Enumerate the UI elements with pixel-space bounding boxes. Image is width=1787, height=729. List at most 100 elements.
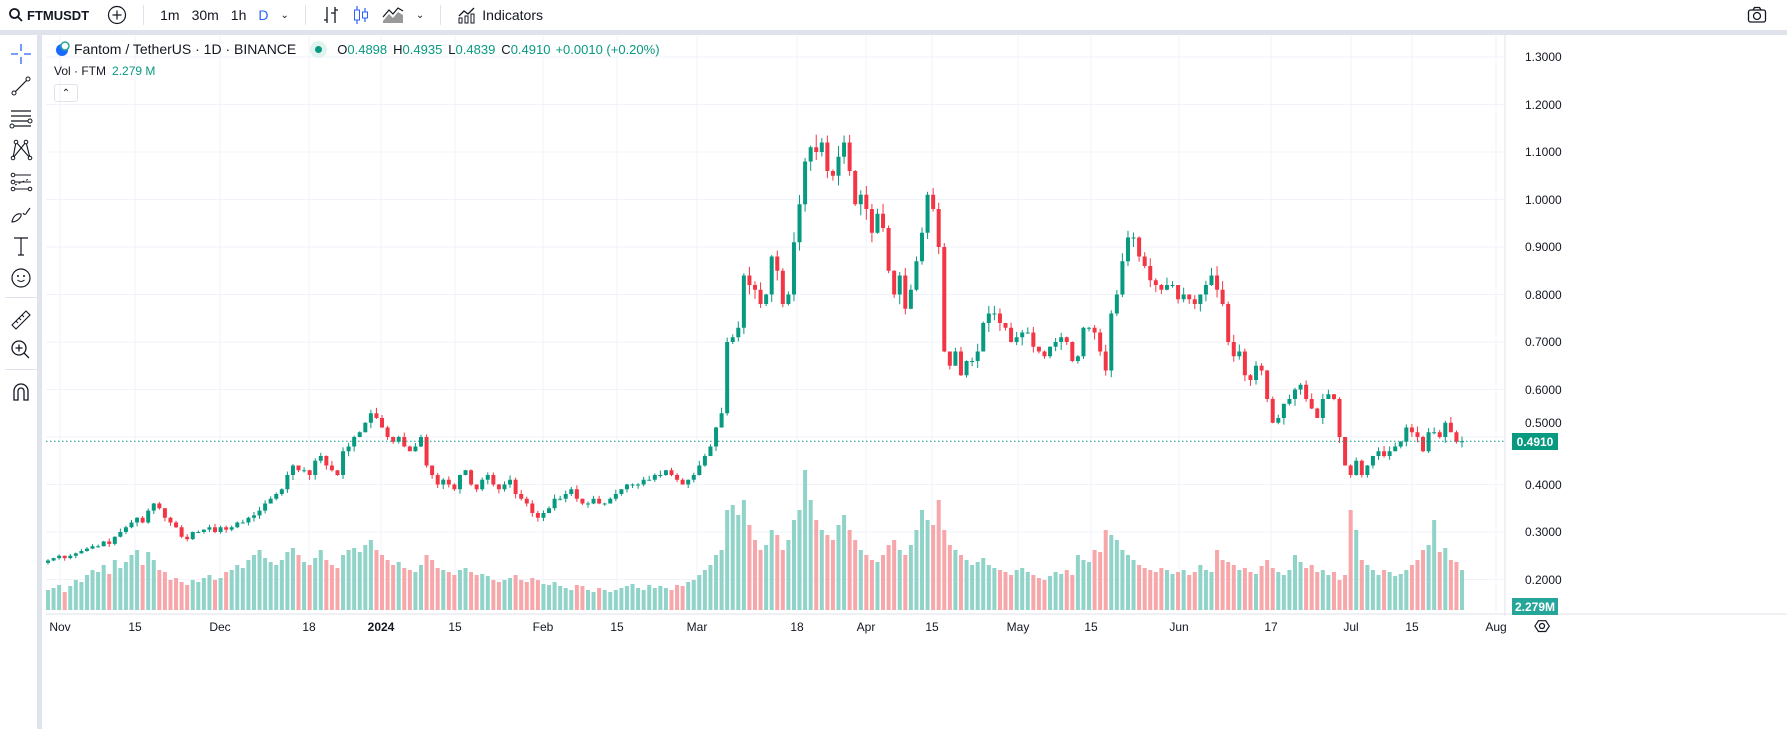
candle-body xyxy=(407,446,412,452)
volume-bar xyxy=(140,565,145,610)
candle-body xyxy=(174,522,179,528)
forecasting-tool[interactable] xyxy=(8,169,34,195)
candle-body xyxy=(997,313,1002,323)
volume-bar xyxy=(942,530,947,610)
volume-bar xyxy=(196,582,201,610)
candle-body xyxy=(190,532,195,540)
candle-body xyxy=(1064,337,1069,342)
candle-body xyxy=(513,479,518,494)
trend-line-icon xyxy=(11,76,31,96)
volume-bar xyxy=(441,570,446,610)
price-tick-label: 1.1000 xyxy=(1525,145,1562,159)
volume-bar xyxy=(162,572,167,610)
candle-body xyxy=(274,494,279,499)
candle-body xyxy=(836,156,841,176)
volume-bar xyxy=(1053,572,1058,610)
volume-bar xyxy=(730,505,735,610)
screenshot-button[interactable] xyxy=(1741,6,1773,24)
volume-bar xyxy=(79,582,84,610)
volume-bar xyxy=(1437,552,1442,610)
volume-bar xyxy=(747,525,752,610)
area-chart-type-button[interactable] xyxy=(376,7,410,23)
volume-bar xyxy=(675,585,680,610)
volume-label[interactable]: Vol · FTM xyxy=(54,64,107,78)
candle-body xyxy=(652,475,657,480)
toolbar-divider xyxy=(0,30,1787,35)
emoji-tool[interactable] xyxy=(8,265,34,291)
volume-bar xyxy=(508,578,513,610)
volume-bar xyxy=(463,568,468,610)
candle-body xyxy=(641,479,646,485)
volume-bar xyxy=(418,565,423,610)
volume-bar xyxy=(1192,572,1197,610)
volume-bar xyxy=(964,560,969,610)
measure-tool[interactable] xyxy=(8,307,34,333)
volume-bar xyxy=(519,580,524,610)
candle-body xyxy=(881,213,886,228)
pattern-tool[interactable] xyxy=(8,137,34,163)
symbol-title[interactable]: Fantom / TetherUS · 1D · BINANCE xyxy=(74,41,297,57)
volume-bar xyxy=(1287,570,1292,610)
brush-tool[interactable] xyxy=(8,201,34,227)
volume-bar xyxy=(1120,550,1125,610)
interval-dropdown-chevron-icon[interactable]: ⌄ xyxy=(280,9,289,21)
candles-chart-type-button[interactable] xyxy=(346,5,376,25)
candle-body xyxy=(1109,313,1114,371)
volume-bar xyxy=(318,550,323,610)
horizontal-lines-tool[interactable] xyxy=(8,105,34,131)
price-axis[interactable]: 1.3000 1.2000 1.1000 1.0000 0.9000 0.8000 0.70… xyxy=(1505,35,1787,615)
volume-bar xyxy=(185,585,190,610)
volume-bar xyxy=(435,568,440,610)
candle-body xyxy=(892,270,897,295)
settings-button[interactable] xyxy=(1534,618,1551,639)
compare-button[interactable] xyxy=(101,5,133,25)
volume-bar xyxy=(897,550,902,610)
volume-bar xyxy=(357,552,362,610)
price-tick-label: 0.6000 xyxy=(1525,382,1562,397)
collapse-legend-button[interactable]: ⌃ xyxy=(54,84,78,102)
candle-body xyxy=(1270,399,1275,423)
zoom-in-tool[interactable] xyxy=(8,337,34,363)
candle-body xyxy=(1009,327,1014,342)
volume-bar xyxy=(1343,575,1348,610)
interval-d[interactable]: D xyxy=(258,7,269,23)
candle-body xyxy=(908,289,913,309)
time-tick-label: 15 xyxy=(448,620,462,634)
indicators-button[interactable]: Indicators xyxy=(451,6,549,24)
magnet-tool[interactable] xyxy=(8,379,34,405)
volume-bar xyxy=(830,540,835,610)
market-status-dot[interactable] xyxy=(310,40,328,58)
volume-bar xyxy=(1098,552,1103,610)
interval-1m[interactable]: 1m xyxy=(160,7,180,23)
candle-body xyxy=(1387,451,1392,456)
interval-30m[interactable]: 30m xyxy=(191,7,219,23)
candle-body xyxy=(1359,460,1364,475)
volume-bar xyxy=(1248,572,1253,610)
candle-body xyxy=(107,541,112,544)
candle-body xyxy=(897,275,902,295)
candle-body xyxy=(508,479,513,485)
time-tick-label: 18 xyxy=(302,620,316,634)
candle-body xyxy=(697,465,702,475)
interval-1h[interactable]: 1h xyxy=(230,7,247,23)
candle-body xyxy=(368,413,373,423)
chart-type-chevron-icon[interactable]: ⌄ xyxy=(415,9,425,21)
volume-bar xyxy=(1382,570,1387,610)
crosshair-tool[interactable] xyxy=(8,41,34,67)
candle-body xyxy=(224,527,229,530)
volume-bar xyxy=(329,565,334,610)
bar-chart-type-button[interactable] xyxy=(316,5,346,25)
volume-bar xyxy=(57,585,62,610)
volume-bar xyxy=(647,585,652,610)
text-tool[interactable] xyxy=(8,233,34,259)
volume-bar xyxy=(1103,530,1108,610)
time-tick-label: Jul xyxy=(1343,620,1359,634)
volume-bar xyxy=(1176,572,1181,610)
candle-body xyxy=(942,247,947,352)
trend-line-tool[interactable] xyxy=(8,73,34,99)
symbol-search[interactable]: FTMUSDT xyxy=(0,7,95,23)
candle-body xyxy=(1075,356,1080,361)
candle-body xyxy=(1265,370,1270,399)
candle-body xyxy=(62,555,67,559)
